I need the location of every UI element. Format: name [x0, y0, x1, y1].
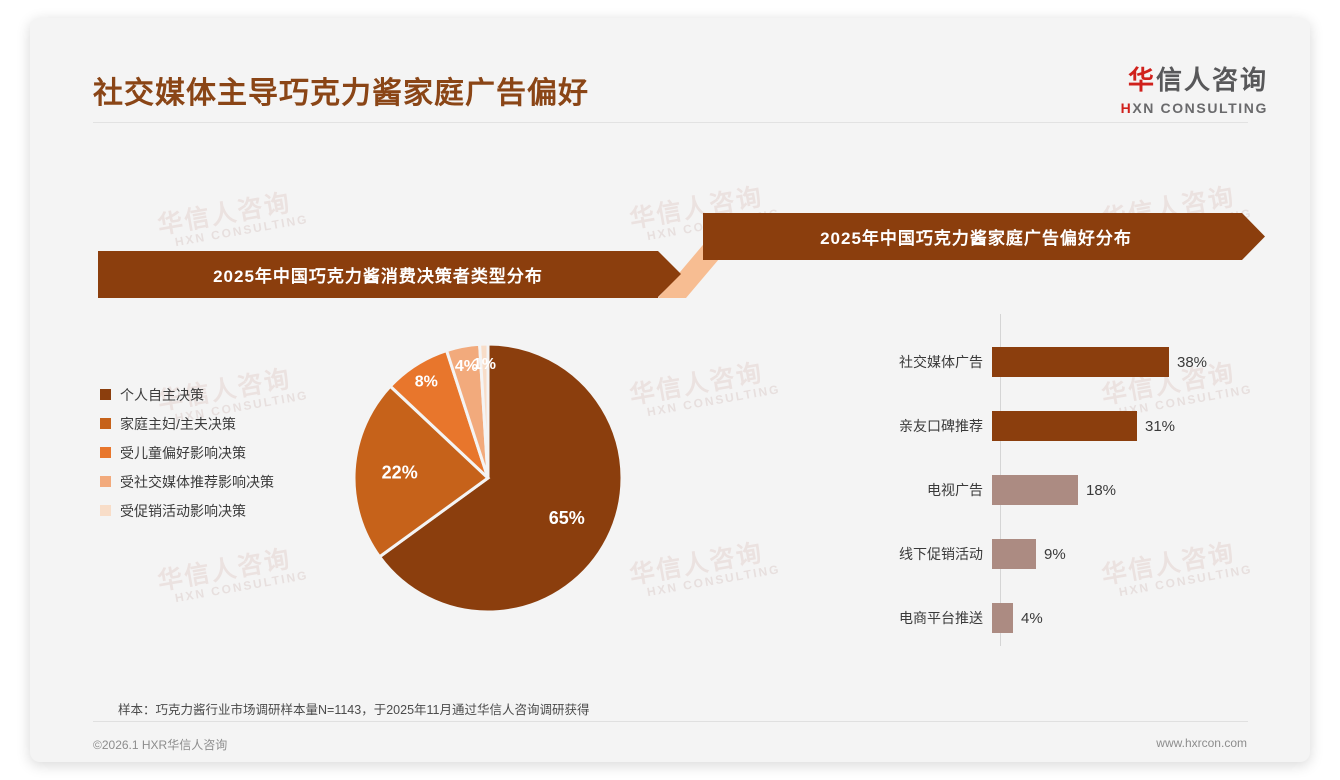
- pie-slice-label: 22%: [382, 462, 418, 482]
- legend-swatch: [100, 418, 111, 429]
- logo-cn-first-char: 华: [1127, 65, 1156, 95]
- chart-banner-left: 2025年中国巧克力酱消费决策者类型分布: [98, 251, 681, 298]
- legend-item: 受儿童偏好影响决策: [100, 438, 274, 467]
- legend-item: 受社交媒体推荐影响决策: [100, 467, 274, 496]
- bar-value-label: 9%: [1044, 545, 1066, 563]
- bar-row: 电视广告 18%: [850, 473, 1270, 507]
- bar-row: 线下促销活动 9%: [850, 537, 1270, 571]
- bar-fill: [992, 603, 1013, 633]
- bar-fill: [992, 539, 1036, 569]
- bar-track: 38%: [992, 345, 1270, 379]
- bar-category-label: 线下促销活动: [899, 546, 983, 562]
- legend-swatch: [100, 447, 111, 458]
- bar-fill: [992, 347, 1169, 377]
- bar-category-label: 社交媒体广告: [899, 354, 983, 370]
- pie-label-group: 65% 22% 8% 4%1%: [382, 356, 585, 528]
- watermark: 华信人咨询 HXN CONSULTING: [156, 543, 310, 607]
- legend-item-label: 受儿童偏好影响决策: [120, 444, 246, 461]
- watermark-cn: 华信人咨询: [627, 358, 766, 410]
- bar-row: 社交媒体广告 38%: [850, 345, 1270, 379]
- watermark-cn: 华信人咨询: [155, 188, 294, 240]
- bar-value-label: 38%: [1177, 353, 1208, 371]
- pie-slice-label: 8%: [415, 374, 438, 391]
- footer-website: www.hxrcon.com: [1156, 736, 1247, 750]
- footer-divider: [93, 721, 1248, 722]
- pie-slice-label: 65%: [549, 508, 585, 528]
- legend-swatch: [100, 505, 111, 516]
- watermark-cn: 华信人咨询: [627, 538, 766, 590]
- legend-item-label: 个人自主决策: [120, 386, 204, 403]
- legend-swatch: [100, 476, 111, 487]
- watermark-en: HXN CONSULTING: [173, 568, 310, 606]
- pie-chart-legend: 个人自主决策 家庭主妇/主夫决策 受儿童偏好影响决策 受社交媒体推荐影响决策 受…: [100, 380, 274, 525]
- watermark: 华信人咨询 HXN CONSULTING: [628, 357, 782, 421]
- bar-fill: [992, 475, 1078, 505]
- bar-value-label: 31%: [1145, 417, 1176, 435]
- bar-category-label: 电视广告: [927, 482, 983, 498]
- legend-item-label: 受促销活动影响决策: [120, 502, 246, 519]
- chart-banner-right: 2025年中国巧克力酱家庭广告偏好分布: [703, 213, 1265, 260]
- logo-english-text: HXN CONSULTING: [1121, 100, 1268, 116]
- logo-en-first-char: H: [1120, 100, 1133, 116]
- slide-header: 社交媒体主导巧克力酱家庭广告偏好 华信人咨询 HXN CONSULTING: [30, 18, 1310, 123]
- watermark-en: HXN CONSULTING: [645, 562, 782, 600]
- bar-fill: [992, 411, 1137, 441]
- company-logo: 华信人咨询 HXN CONSULTING: [1121, 60, 1268, 116]
- logo-en-rest: XN CONSULTING: [1132, 100, 1268, 116]
- pie-slice: [477, 342, 490, 479]
- watermark-en: HXN CONSULTING: [645, 382, 782, 420]
- bar-row: 电商平台推送 4%: [850, 601, 1270, 635]
- sample-note: 样本：巧克力酱行业市场调研样本量N=1143，于2025年11月通过华信人咨询调…: [118, 703, 590, 717]
- page-title: 社交媒体主导巧克力酱家庭广告偏好: [93, 77, 589, 110]
- bar-track: 18%: [992, 473, 1270, 507]
- bar-category-label: 电商平台推送: [899, 610, 983, 626]
- banner-left-label: 2025年中国巧克力酱消费决策者类型分布: [213, 267, 543, 286]
- pie-slice-label: 4%: [455, 358, 478, 375]
- legend-item-label: 家庭主妇/主夫决策: [120, 415, 236, 432]
- pie-chart-svg: 65% 22% 8% 4%1%: [352, 342, 624, 614]
- bar-track: 4%: [992, 601, 1270, 635]
- legend-item: 个人自主决策: [100, 380, 274, 409]
- banner-right-label: 2025年中国巧克力酱家庭广告偏好分布: [820, 229, 1132, 248]
- footer-copyright: ©2026.1 HXR华信人咨询: [93, 738, 228, 752]
- header-divider: [93, 122, 1248, 123]
- pie-slice-label: 1%: [473, 356, 496, 373]
- watermark-en: HXN CONSULTING: [173, 212, 310, 250]
- pie-slice: [377, 342, 624, 614]
- legend-item: 受促销活动影响决策: [100, 496, 274, 525]
- pie-slice-group: [352, 342, 624, 614]
- bar-value-label: 18%: [1086, 481, 1117, 499]
- watermark-cn: 华信人咨询: [155, 544, 294, 596]
- logo-cn-rest: 信人咨询: [1155, 65, 1268, 95]
- bar-track: 9%: [992, 537, 1270, 571]
- logo-chinese-text: 华信人咨询: [1121, 60, 1268, 97]
- bar-row: 亲友口碑推荐 31%: [850, 409, 1270, 443]
- legend-swatch: [100, 389, 111, 400]
- legend-item-label: 受社交媒体推荐影响决策: [120, 473, 274, 490]
- slide-canvas: 华信人咨询 HXN CONSULTING 华信人咨询 HXN CONSULTIN…: [30, 18, 1310, 762]
- pie-slice: [352, 384, 491, 559]
- legend-item: 家庭主妇/主夫决策: [100, 409, 274, 438]
- bar-value-label: 4%: [1021, 609, 1043, 627]
- bar-chart: 社交媒体广告 38% 亲友口碑推荐 31% 电视广告 18% 线下促销活动: [850, 314, 1270, 654]
- bar-category-label: 亲友口碑推荐: [899, 418, 983, 434]
- bar-track: 31%: [992, 409, 1270, 443]
- watermark: 华信人咨询 HXN CONSULTING: [628, 537, 782, 601]
- pie-chart: 65% 22% 8% 4% 1%: [352, 342, 624, 614]
- watermark: 华信人咨询 HXN CONSULTING: [156, 187, 310, 251]
